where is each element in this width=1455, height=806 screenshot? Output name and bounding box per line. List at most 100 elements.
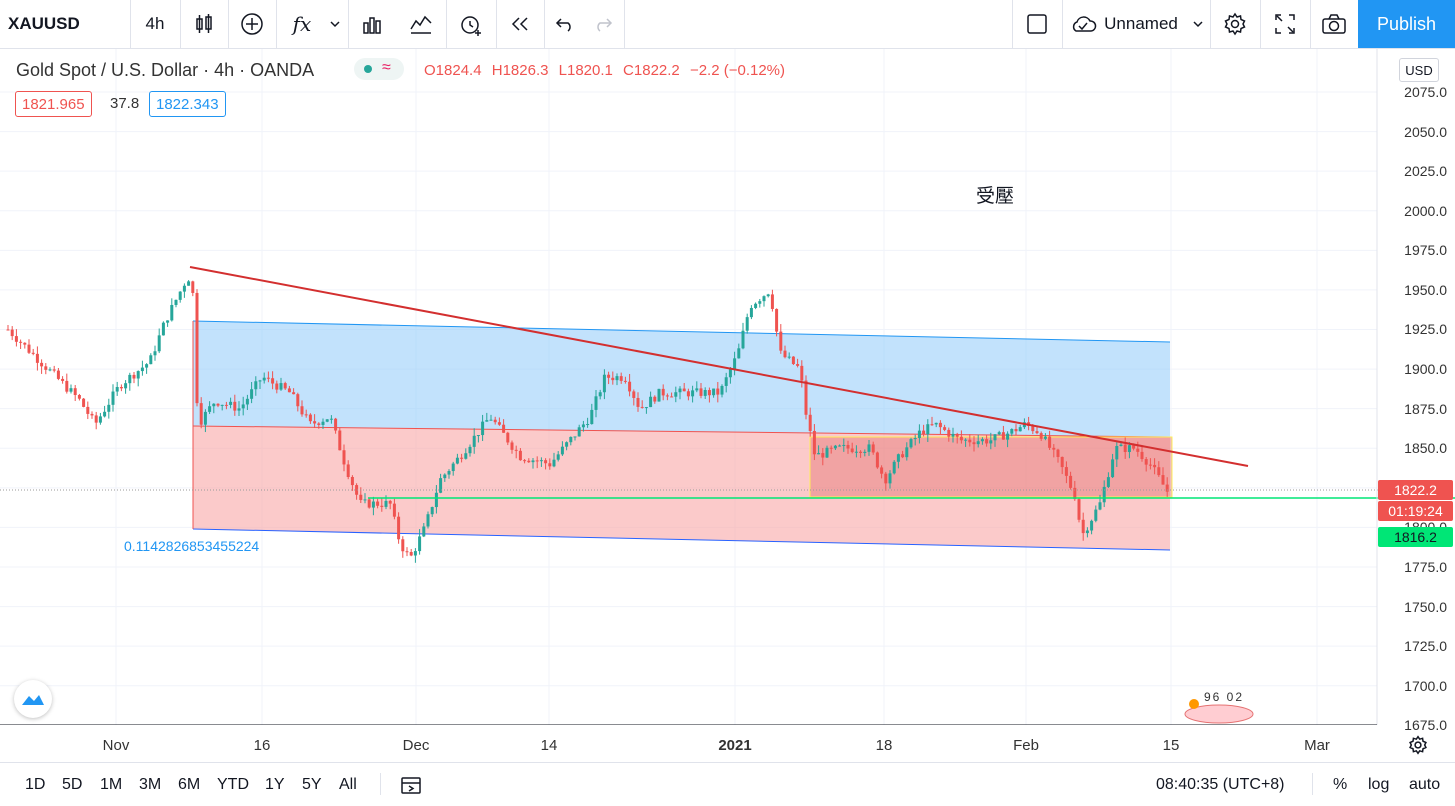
top-toolbar: XAUUSD 4h fx Unnamed <box>0 0 1455 49</box>
range-6m-button[interactable]: 6M <box>178 775 201 793</box>
price-tick-label: 1950.0 <box>1404 281 1447 298</box>
watermark-icon <box>1184 699 1254 724</box>
calendar-range-icon <box>401 776 421 794</box>
settings-button[interactable] <box>1211 0 1259 48</box>
axis-settings-button[interactable] <box>1408 735 1428 760</box>
time-label: 14 <box>540 737 558 754</box>
price-tick-label: 1775.0 <box>1404 558 1447 575</box>
price-tick-label: 1725.0 <box>1404 638 1447 655</box>
fullscreen-button[interactable] <box>1261 0 1309 48</box>
range-5d-button[interactable]: 5D <box>62 775 83 793</box>
price-tick-label: 1875.0 <box>1404 400 1447 417</box>
expand-icon <box>1275 14 1295 34</box>
tradingview-logo[interactable] <box>14 680 52 718</box>
publish-button[interactable]: Publish <box>1358 0 1455 48</box>
range-5y-button[interactable]: 5Y <box>302 775 322 793</box>
auto-scale-toggle[interactable]: auto <box>1409 775 1441 793</box>
clock-timezone-button[interactable]: 08:40:35 (UTC+8) <box>1156 775 1285 793</box>
watermark-logo: 96 02 <box>1182 690 1256 724</box>
last-price-tag: 1822.2 <box>1378 480 1453 500</box>
price-tick-label: 1900.0 <box>1404 361 1447 378</box>
range-ytd-button[interactable]: YTD <box>217 775 249 793</box>
compare-symbol-button[interactable] <box>229 0 275 48</box>
time-label: Mar <box>1304 737 1330 754</box>
log-scale-toggle[interactable]: log <box>1368 775 1390 793</box>
templates-button[interactable] <box>349 0 395 48</box>
spread-value: 37.8 <box>110 95 140 112</box>
ask-price-button[interactable]: 1822.343 <box>149 91 226 117</box>
time-label: Dec <box>402 737 430 754</box>
fullscreen-toggle-button[interactable] <box>1013 0 1061 48</box>
regression-channel-upper <box>193 321 1170 437</box>
undo-icon <box>555 18 571 32</box>
price-tick-label: 2000.0 <box>1404 202 1447 219</box>
price-tick-label: 2075.0 <box>1404 84 1447 100</box>
price-tick-label: 2025.0 <box>1404 163 1447 180</box>
alarm-clock-icon <box>461 16 481 36</box>
wave-icon: ≈ <box>382 59 391 76</box>
time-label: Nov <box>102 737 130 754</box>
line-chart-icon <box>410 15 432 34</box>
square-icon <box>1027 14 1047 34</box>
bid-price-button[interactable]: 1821.965 <box>15 91 92 117</box>
cloud-icon <box>1073 16 1097 32</box>
pressure-annotation[interactable]: 受壓 <box>976 185 1015 207</box>
channel-bottom-line <box>192 528 1171 551</box>
layout-save-button[interactable]: Unnamed <box>1063 0 1209 48</box>
fib-coefficient-label: 0.1142826853455224 <box>124 538 260 554</box>
candles-chart-type-button[interactable] <box>181 0 227 48</box>
symbol-search-button[interactable]: XAUUSD <box>8 0 128 48</box>
bar-chart-icon <box>363 17 381 34</box>
price-tick-label: 1750.0 <box>1404 598 1447 615</box>
gear-icon <box>1409 735 1427 755</box>
descending-trendline <box>189 266 1249 467</box>
price-chart[interactable] <box>0 49 1455 725</box>
rewind-icon <box>511 17 528 31</box>
chevron-down-icon <box>330 21 340 28</box>
goto-date-button[interactable] <box>400 763 422 806</box>
range-all-button[interactable]: All <box>339 775 357 793</box>
price-tick-label: 1925.0 <box>1404 321 1447 338</box>
range-3m-button[interactable]: 3M <box>139 775 162 793</box>
function-icon: fx <box>292 12 312 36</box>
time-label: 16 <box>253 737 271 754</box>
indicator-templates-button[interactable] <box>398 0 444 48</box>
plus-circle-icon <box>241 13 263 35</box>
percent-scale-toggle[interactable]: % <box>1333 775 1348 793</box>
price-tick-label: 1850.0 <box>1404 440 1447 457</box>
camera-icon <box>1322 14 1346 34</box>
time-label: 2021 <box>718 737 752 754</box>
time-label: Feb <box>1013 737 1039 754</box>
chevron-down-icon <box>1193 21 1203 28</box>
bar-countdown-tag: 01:19:24 <box>1378 501 1453 521</box>
price-tick-label: 1675.0 <box>1404 717 1447 734</box>
status-dot-icon <box>364 65 372 73</box>
alert-button[interactable] <box>447 0 495 48</box>
interval-button[interactable]: 4h <box>145 14 165 33</box>
price-tick-label: 1700.0 <box>1404 677 1447 694</box>
time-label: 15 <box>1162 737 1180 754</box>
ohlc-values: O1824.4 H1826.3 L1820.1 C1822.2 −2.2 (−0… <box>424 62 786 79</box>
time-label: 18 <box>875 737 893 754</box>
replay-button[interactable] <box>497 0 543 48</box>
gear-icon <box>1224 12 1246 36</box>
layout-name: Unnamed <box>1104 14 1178 33</box>
indicators-button[interactable]: fx <box>277 0 357 48</box>
price-tick-label: 2050.0 <box>1404 123 1447 140</box>
bottom-toolbar: 1D 5D 1M 3M 6M YTD 1Y 5Y All 08:40:35 (U… <box>0 762 1455 806</box>
undo-button[interactable] <box>545 0 585 48</box>
price-tick-label: 1975.0 <box>1404 242 1447 259</box>
range-1d-button[interactable]: 1D <box>25 775 46 793</box>
symbol-label: XAUUSD <box>8 14 80 33</box>
candles-icon <box>196 14 212 33</box>
channel-top-line <box>192 320 1171 343</box>
range-1y-button[interactable]: 1Y <box>265 775 285 793</box>
snapshot-button[interactable] <box>1311 0 1357 48</box>
currency-label[interactable]: USD <box>1399 58 1439 82</box>
symbol-legend-title[interactable]: Gold Spot / U.S. Dollar · 4h · OANDA <box>16 60 315 80</box>
redo-button[interactable] <box>583 0 623 48</box>
range-1m-button[interactable]: 1M <box>100 775 123 793</box>
market-status-badge[interactable]: ≈ <box>354 58 404 80</box>
regression-channel-lower <box>193 426 1170 550</box>
redo-icon <box>597 18 613 32</box>
